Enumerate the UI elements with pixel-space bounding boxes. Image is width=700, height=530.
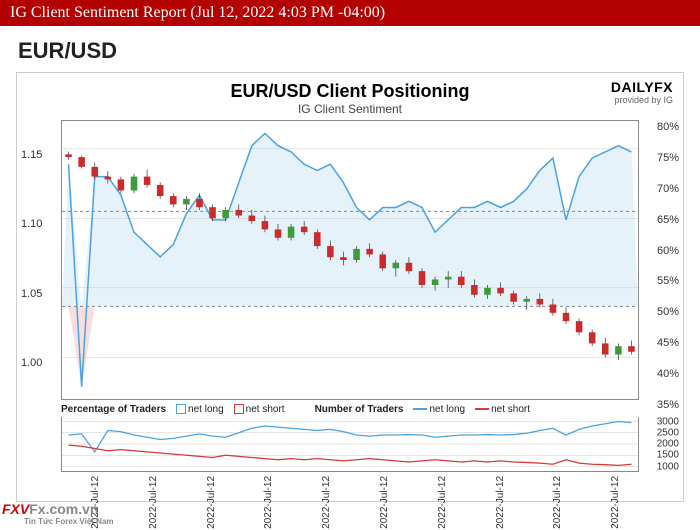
- watermark: FXVFx.com.vn Tin Tức Forex Việt Nam: [2, 501, 114, 526]
- brand-main: DAILYFX: [611, 79, 673, 95]
- report-header: IG Client Sentiment Report (Jul 12, 2022…: [0, 0, 700, 26]
- legend-row: Percentage of Traders net long net short…: [61, 404, 639, 415]
- pair-title: EUR/USD: [18, 38, 700, 64]
- chart-title: EUR/USD Client Positioning: [23, 81, 677, 102]
- report-title: IG Client Sentiment Report (Jul 12, 2022…: [10, 4, 385, 21]
- legend-netlong-line: net long: [413, 404, 465, 415]
- sub-chart: [61, 417, 639, 472]
- watermark-sub: Tin Tức Forex Việt Nam: [24, 517, 114, 526]
- watermark-brand1: FXV: [2, 501, 29, 517]
- chart-subtitle: IG Client Sentiment: [23, 102, 677, 116]
- main-chart: [61, 120, 639, 400]
- chart-container: DAILYFX provided by IG EUR/USD Client Po…: [16, 72, 684, 502]
- legend-pct-label: Percentage of Traders: [61, 404, 166, 415]
- watermark-brand2: Fx.com.vn: [29, 501, 98, 517]
- brand-block: DAILYFX provided by IG: [611, 79, 673, 105]
- brand-sub: provided by IG: [611, 95, 673, 105]
- legend-netshort-box: net short: [234, 404, 285, 415]
- x-axis: 2022-Jul-122022-Jul-122022-Jul-122022-Ju…: [61, 472, 639, 522]
- legend-num-label: Number of Traders: [315, 404, 404, 415]
- legend-netlong-box: net long: [176, 404, 224, 415]
- legend-netshort-line: net short: [475, 404, 530, 415]
